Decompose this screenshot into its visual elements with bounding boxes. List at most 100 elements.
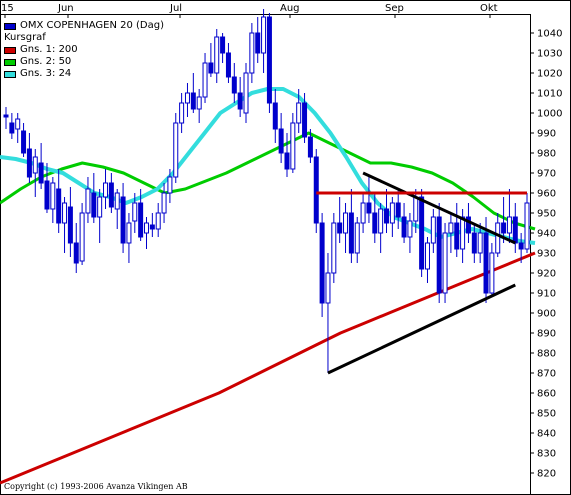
x-tick-label: Jul [169, 3, 182, 14]
candle-body [360, 202, 366, 224]
y-tick-label: 840 [537, 429, 556, 440]
y-tick-label: 860 [537, 389, 556, 400]
candle-body [243, 72, 249, 114]
candle-body [448, 222, 454, 234]
candle-body [143, 222, 149, 234]
trendline [327, 283, 516, 375]
legend-entry: Gns. 2: 50 [4, 56, 164, 68]
candle-body [384, 208, 390, 224]
candle-body [138, 202, 144, 238]
candle-body [401, 216, 407, 238]
candle-body [290, 122, 296, 170]
candle-body [38, 162, 44, 184]
candle-body [132, 202, 138, 222]
legend-swatch [4, 22, 16, 30]
legend-entry: Gns. 3: 24 [4, 68, 164, 80]
candle-body [302, 102, 308, 138]
y-axis-ticks: 1040 1030 1020 1010 1000 990 980 970 960 950 940 93… [530, 29, 562, 480]
y-tick-label: 940 [537, 229, 556, 240]
candle-body [518, 242, 524, 250]
candle-body [190, 92, 196, 110]
y-tick-label: 890 [537, 329, 556, 340]
legend-entry: Gns. 1: 200 [4, 44, 164, 56]
candle-body [419, 196, 425, 270]
candle-body [126, 222, 132, 244]
x-tick-label: Sep [385, 3, 404, 14]
legend-label: Gns. 1: 200 [20, 44, 78, 55]
candle-body [454, 222, 460, 250]
x-tick-label: Jun [57, 3, 74, 14]
candle-body [424, 242, 430, 270]
candle-body [471, 232, 477, 254]
candle-body [413, 196, 419, 222]
y-tick-label: 990 [537, 129, 556, 140]
y-tick-label: 1030 [537, 49, 562, 60]
legend-label: OMX COPENHAGEN 20 (Dag) [20, 20, 165, 31]
y-tick-label: 1010 [537, 89, 562, 100]
y-tick-label: 950 [537, 209, 556, 220]
legend-swatch [4, 58, 16, 66]
candle-body [85, 188, 91, 214]
candle-body [32, 156, 38, 174]
legend-label: Gns. 2: 50 [20, 56, 72, 67]
legend-entry: OMX COPENHAGEN 20 (Dag) [4, 20, 164, 32]
candle-body [512, 216, 518, 244]
copyright-text: Copyright (c) 1993-2006 Avanza Vikingen … [4, 482, 188, 491]
candle-body [220, 36, 226, 54]
x-tick-label: Okt [480, 3, 498, 14]
candle-body [15, 118, 21, 130]
candle-body [97, 196, 103, 218]
candle-body [442, 232, 448, 294]
candle-body [202, 62, 208, 98]
candle-body [337, 222, 343, 234]
candle-body [67, 206, 73, 244]
y-tick-label: 910 [537, 289, 556, 300]
x-tick-label: Aug [280, 3, 300, 14]
y-tick-label: 850 [537, 409, 556, 420]
y-tick-label: 880 [537, 349, 556, 360]
y-tick-label: 820 [537, 469, 556, 480]
candle-body [79, 212, 85, 262]
candle-body [477, 232, 483, 254]
y-tick-label: 980 [537, 149, 556, 160]
y-tick-label: 830 [537, 449, 556, 460]
candle-body [436, 216, 442, 294]
candle-body [348, 212, 354, 254]
candle-body [56, 188, 62, 224]
trendlines [316, 171, 527, 375]
candle-body [489, 252, 495, 294]
candle-body [91, 192, 97, 218]
candle-body [460, 216, 466, 250]
candle-body [26, 148, 32, 178]
candle-body [3, 114, 9, 118]
y-tick-label: 930 [537, 249, 556, 260]
candle-body [9, 122, 15, 134]
candle-body [266, 16, 272, 104]
candle-body [319, 222, 325, 304]
candle-body [249, 32, 255, 74]
x-tick-label: 15 [1, 3, 14, 14]
candle-body [372, 212, 378, 234]
y-tick-label: 970 [537, 169, 556, 180]
candle-body [255, 32, 261, 54]
candle-body [73, 242, 79, 264]
candle-body [495, 222, 501, 254]
legend-label: Gns. 3: 24 [20, 68, 72, 79]
candle-body [114, 192, 120, 210]
y-tick-label: 920 [537, 269, 556, 280]
candle-body [173, 122, 179, 178]
candle-body [366, 202, 372, 214]
candle-body [21, 130, 27, 154]
candle-body [208, 62, 214, 74]
candle-body [272, 102, 278, 130]
legend-swatch [4, 70, 16, 78]
candle-body [184, 92, 190, 104]
legend-label: Kursgraf [4, 32, 46, 43]
y-tick-label: 1040 [537, 29, 562, 40]
candle-body [483, 232, 489, 294]
candle-body [354, 222, 360, 254]
candle-body [214, 36, 220, 74]
y-tick-label: 900 [537, 309, 556, 320]
candle-body [231, 76, 237, 94]
